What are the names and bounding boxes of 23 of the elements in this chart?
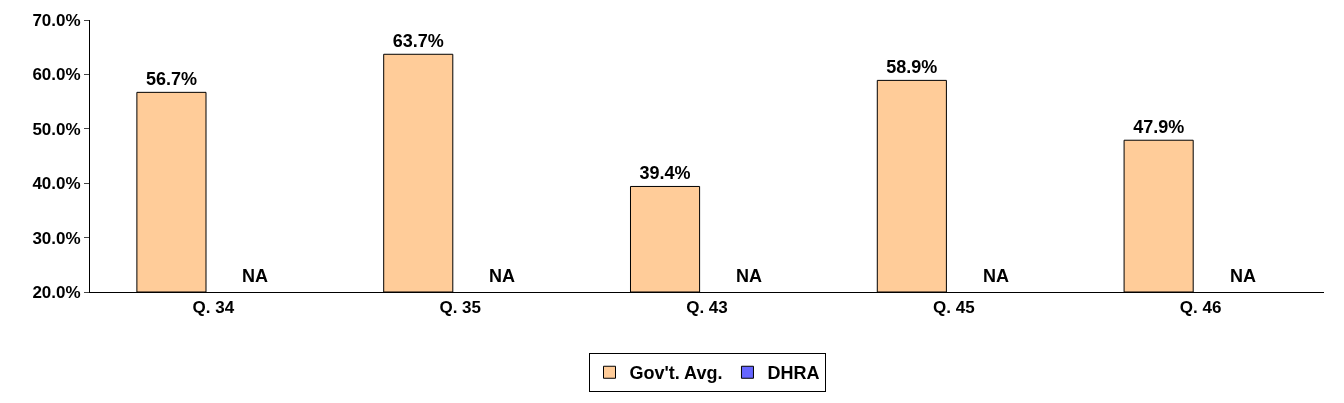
x-tick-label: Q. 46 [1179,298,1222,318]
data-label: 63.7% [392,31,444,52]
data-label: 39.4% [639,163,691,184]
data-label: 47.9% [1133,117,1185,138]
y-tick-label: 30.0% [32,228,81,248]
x-tick-label: Q. 43 [686,298,728,318]
x-tick-label: Q. 34 [192,298,235,318]
text: NA [736,266,762,286]
text: NA [983,266,1009,286]
y-tick-label: 60.0% [32,65,81,85]
text: NA [242,266,268,286]
x-tick-label: Q. 45 [933,298,975,318]
y-tick-label: 70.0% [32,10,81,30]
text: NA [1230,266,1256,286]
y-tick-label: 20.0% [32,282,81,302]
y-tick-label: 40.0% [32,174,81,194]
text: NA [489,266,515,286]
y-tick-label: 50.0% [32,119,81,139]
data-label: 56.7% [145,69,197,90]
legend-label: Gov't. Avg. [629,363,723,384]
data-label: 58.9% [886,57,938,78]
legend-label: DHRA [767,363,820,384]
x-tick-label: Q. 35 [439,298,481,318]
